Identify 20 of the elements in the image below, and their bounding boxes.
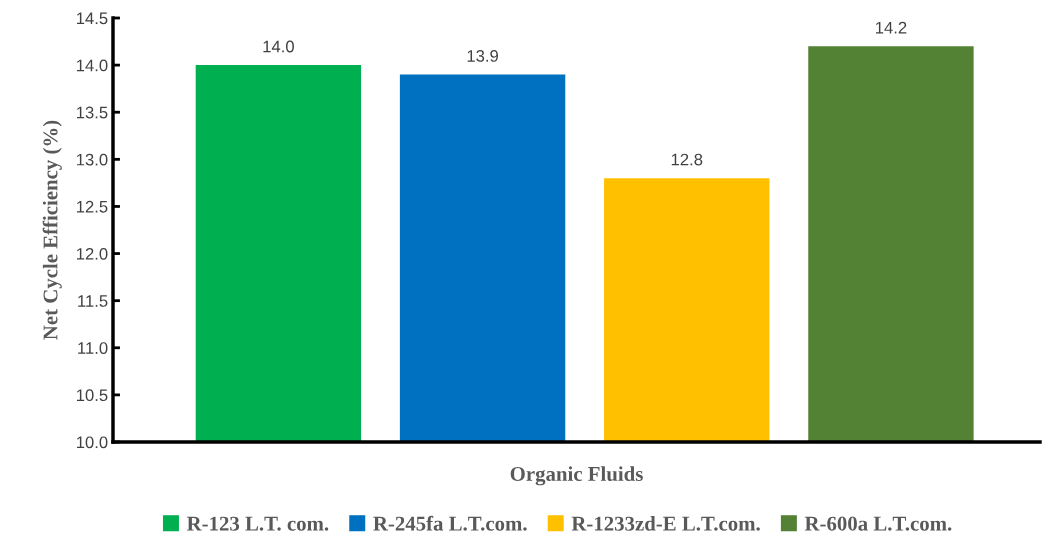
data-label: 14.2 xyxy=(876,21,907,34)
legend-label: R-245fa L.T.com. xyxy=(373,515,527,531)
data-label: 12.8 xyxy=(671,153,703,166)
y-tick-label: 10.5 xyxy=(76,389,108,402)
y-tick-label: 13.0 xyxy=(76,153,108,166)
y-tick-label: 12.0 xyxy=(76,247,108,260)
legend-label: R-1233zd-E L.T.com. xyxy=(571,516,760,531)
data-label: 13.9 xyxy=(467,50,499,62)
data-label: 14.0 xyxy=(263,40,294,53)
y-tick-label: 10.0 xyxy=(76,436,108,449)
y-axis-title: Net Cycle Efficiency (%) xyxy=(42,120,62,340)
y-tick-label: 11.0 xyxy=(78,342,108,354)
legend-label: R-600a L.T.com. xyxy=(804,516,952,531)
y-tick-label: 11.5 xyxy=(78,295,108,307)
x-axis-title: Organic Fluids xyxy=(510,466,643,486)
legend-label: R-123 L.T. com. xyxy=(186,516,329,531)
y-tick-label: 13.5 xyxy=(76,106,108,119)
y-tick-label: 14.0 xyxy=(76,59,108,72)
y-tick-label: 12.5 xyxy=(76,200,108,213)
y-tick-label: 14.5 xyxy=(76,12,108,25)
